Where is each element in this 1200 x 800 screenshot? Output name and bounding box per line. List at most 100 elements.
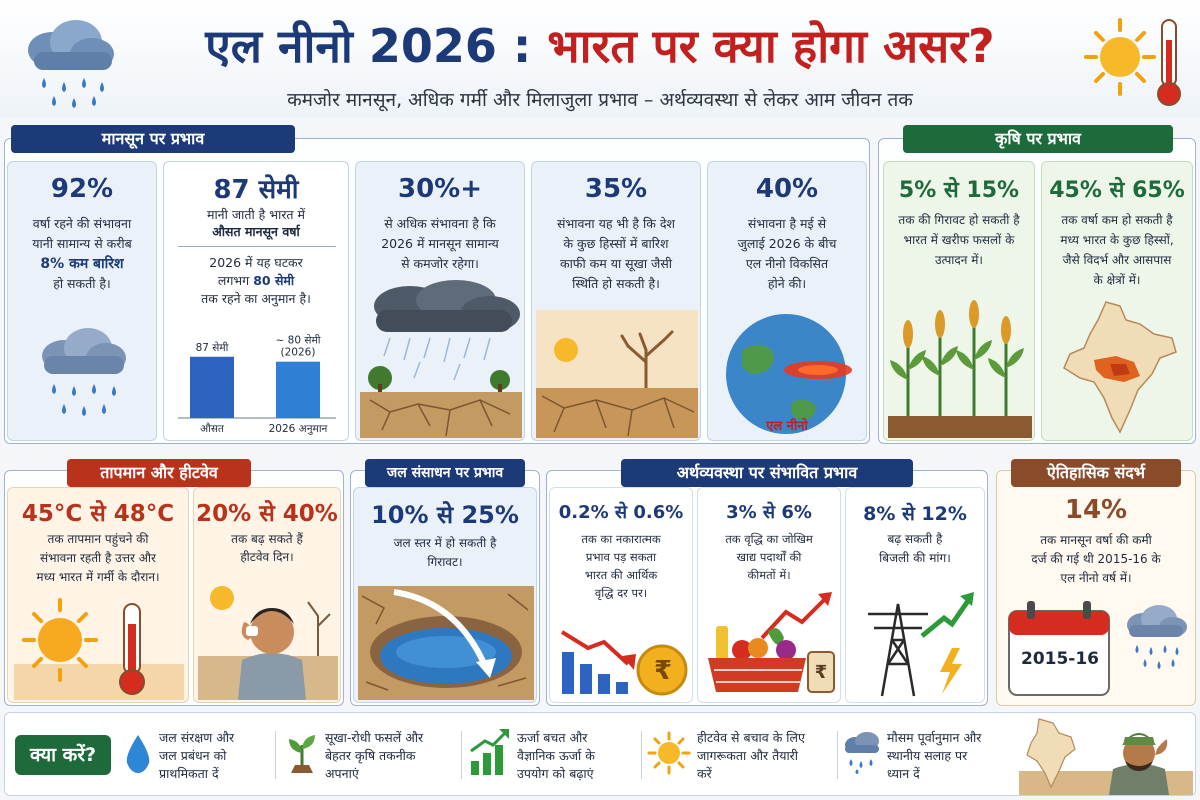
- stat-line: मध्य भारत के कुछ हिस्सों,: [1060, 233, 1174, 247]
- stat-value: 8% से 12%: [863, 503, 967, 525]
- stat-value: 30%+: [397, 174, 483, 204]
- tip-line: जल प्रबंधन को: [159, 748, 227, 763]
- stat-line: बढ़ सकती है: [887, 532, 943, 546]
- heat-section: तापमान और हीटवेव 45°C से 48°C तक तापमान …: [4, 459, 344, 706]
- tip-line: मौसम पूर्वानुमान और: [887, 730, 982, 745]
- agriculture-section: कृषि पर प्रभाव 5% से 15% तक की गिरावट हो…: [878, 125, 1196, 444]
- stat-highlight: 8% कम बारिश: [40, 256, 124, 272]
- page-title: एल नीनो 2026 : भारत पर क्या होगा असर?: [150, 14, 1050, 76]
- globe-label: एल नीनो: [766, 419, 808, 434]
- monsoon-card-35: 35% संभावना यह भी है कि देश के कुछ हिस्स…: [531, 161, 701, 441]
- rain-cloud-icon: [845, 732, 879, 774]
- chart-category-label: 2026 अनुमान: [269, 423, 328, 435]
- stat-line: दर्ज की गई थी 2015-16 के: [1031, 552, 1161, 566]
- stat-line: भारत की आर्थिक: [584, 568, 658, 582]
- stat-line: मध्य भारत में गर्मी के दौरान।: [36, 570, 160, 584]
- tip-line: ऊर्जा बचत और: [517, 730, 588, 745]
- stat-line: के कुछ हिस्सों में बारिश: [563, 236, 669, 251]
- tip-line: सूखा-रोधी फसलें और: [325, 730, 424, 745]
- globe-icon: [726, 314, 852, 434]
- economy-card-gdp: 0.2% से 0.6% तक का नकारात्मक प्रभाव पड़ …: [549, 487, 693, 703]
- stat-line: तक का नकारात्मक: [581, 532, 661, 546]
- tip-line: उपयोग को बढ़ाएं: [517, 766, 594, 781]
- chart-bar: [190, 356, 234, 418]
- title-part-2: भारत पर क्या होगा असर?: [547, 19, 995, 73]
- stat-line: तक वृद्धि का जोखिम: [725, 532, 813, 546]
- calendar-icon: [1008, 601, 1110, 696]
- stat-line: तक बढ़ सकते हैं: [231, 532, 303, 546]
- tip-line: बेहतर कृषि तकनीक: [325, 748, 416, 763]
- stat-value: 5% से 15%: [898, 178, 1020, 203]
- monsoon-card-92: 92% वर्षा रहने की संभावना यानी सामान्य स…: [7, 161, 157, 441]
- sprout-icon: [289, 735, 315, 773]
- rupee-coin-icon: ₹: [653, 656, 673, 686]
- stat-value: 14%: [1064, 495, 1128, 525]
- agri-card-kharif: 5% से 15% तक की गिरावट हो सकती है भारत म…: [883, 161, 1035, 441]
- stat-line: स्थिति हो सकती है।: [572, 276, 660, 291]
- agriculture-section-title: कृषि पर प्रभाव: [903, 125, 1173, 153]
- tip-line: ध्यान दें: [887, 766, 920, 781]
- stat-line: भारत में खरीफ फसलों के: [903, 233, 1015, 247]
- title-part-1: एल नीनो 2026 :: [205, 19, 532, 73]
- heat-card-heatwave: 20% से 40% तक बढ़ सकते हैं हीटवेव दिन।: [193, 487, 341, 703]
- tip-line: हीटवेव से बचाव के लिए: [697, 730, 805, 745]
- chart-category-label: औसत: [200, 422, 225, 435]
- water-section: जल संसाधन पर प्रभाव 10% से 25% जल स्तर म…: [350, 459, 540, 706]
- stat-line: 2026 में यह घटकर: [209, 255, 303, 270]
- decline-chart-icon: [560, 630, 688, 696]
- monsoon-section: मानसून पर प्रभाव 92% वर्षा रहने की संभाव…: [4, 125, 870, 444]
- rain-cloud-icon: [1127, 605, 1187, 669]
- tip-line: स्थानीय सलाह पर: [887, 748, 968, 763]
- tip-line: वैज्ञानिक ऊर्जा के: [517, 748, 595, 763]
- stat-line: तक मानसून वर्षा की कमी: [1040, 533, 1152, 547]
- tip-line: करें: [697, 766, 712, 781]
- rain-cloud-icon: [28, 20, 114, 108]
- stat-line: वर्षा रहने की संभावना: [32, 216, 132, 231]
- storm-cracked-land-icon: [360, 280, 522, 438]
- tip-line: प्राथमिकता दें: [159, 766, 219, 781]
- stat-line: प्रभाव पड़ सकता: [585, 550, 657, 564]
- monsoon-card-30: 30%+ से अधिक संभावना है कि 2026 में मानस…: [355, 161, 525, 441]
- grocery-basket-icon: [708, 592, 835, 693]
- stat-highlight: 80 सेमी: [253, 273, 295, 288]
- stat-line: लगभग: [217, 273, 250, 288]
- page-subtitle: कमजोर मानसून, अधिक गर्मी और मिलाजुला प्र…: [287, 89, 913, 111]
- stat-line: वृद्धि दर पर।: [594, 586, 648, 600]
- stat-line: संभावना रहती है उत्तर और: [40, 551, 156, 565]
- stat-value: 45°C से 48°C: [21, 501, 175, 527]
- monsoon-card-40: 40% संभावना है मई से जुलाई 2026 के बीच ए…: [707, 161, 867, 441]
- stat-value: 45% से 65%: [1049, 178, 1185, 203]
- stat-line: से कमजोर रहेगा।: [401, 256, 479, 271]
- stat-line: औसत मानसून वर्षा: [212, 224, 300, 239]
- monsoon-section-title: मानसून पर प्रभाव: [11, 125, 295, 153]
- stat-line: तक तापमान पहुंचने की: [47, 532, 149, 546]
- calendar-year: 2015-16: [1020, 649, 1100, 669]
- economy-section: अर्थव्यवस्था पर संभावित प्रभाव 0.2% से 0…: [546, 459, 988, 706]
- stat-line: संभावना है मई से: [747, 216, 827, 231]
- crops-icon: [888, 300, 1032, 438]
- heat-section-title: तापमान और हीटवेव: [67, 459, 251, 487]
- water-section-title: जल संसाधन पर प्रभाव: [365, 459, 525, 487]
- rainfall-bar-chart: 87 सेमी औसत ~ 80 सेमी(2026) 2026 अनुमान: [178, 334, 336, 435]
- stat-value: 35%: [584, 174, 648, 204]
- stat-line: एल नीनो विकसित: [745, 256, 829, 271]
- stat-line: से अधिक संभावना है कि: [384, 216, 496, 231]
- stat-line: जुलाई 2026 के बीच: [737, 236, 837, 251]
- heat-card-temp: 45°C से 48°C तक तापमान पहुंचने की संभावन…: [7, 487, 189, 703]
- stat-line: तक वर्षा कम हो सकती है: [1061, 213, 1173, 227]
- header: एल नीनो 2026 : भारत पर क्या होगा असर? कम…: [0, 0, 1200, 118]
- stat-value: 10% से 25%: [371, 501, 519, 529]
- power-tower-icon: [868, 592, 974, 697]
- stat-line: काफी कम या सूखा जैसी: [559, 256, 673, 271]
- stat-value: 92%: [50, 174, 114, 204]
- tip-line: जागरूकता और तैयारी: [697, 748, 799, 763]
- india-map-icon: [1063, 301, 1177, 434]
- heat-person-icon: [198, 586, 338, 700]
- economy-section-title: अर्थव्यवस्था पर संभावित प्रभाव: [621, 459, 913, 487]
- action-footer: क्या करें? जल संरक्षण और जल प्रबंधन को प…: [4, 712, 1196, 796]
- stat-line: संभावना यह भी है कि देश: [557, 216, 675, 231]
- growth-chart-icon: [470, 729, 509, 775]
- stat-line: यानी सामान्य से करीब: [32, 236, 132, 251]
- rupee-jar-icon: ₹: [814, 662, 828, 683]
- stat-line: हो सकती है।: [53, 276, 111, 291]
